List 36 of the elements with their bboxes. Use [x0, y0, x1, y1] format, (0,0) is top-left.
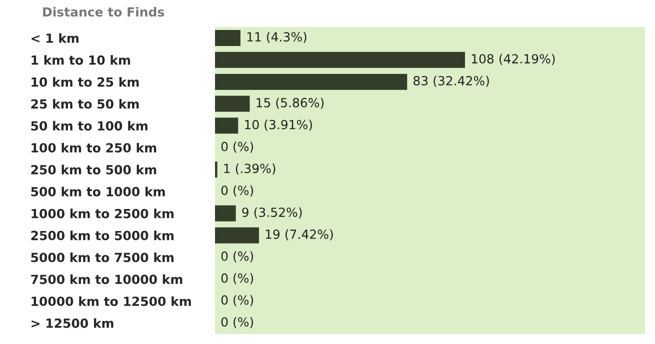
y-tick-label: 500 km to 1000 km [31, 186, 165, 196]
data-label: 0 (%) [221, 273, 254, 284]
data-label: 0 (%) [221, 251, 254, 262]
y-tick-label: < 1 km [32, 33, 79, 43]
data-label: 0 (%) [221, 295, 254, 306]
data-label: 10 (3.91%) [245, 120, 312, 131]
data-label: 83 (32.42%) [414, 76, 489, 87]
y-tick-label: 7500 km to 10000 km [31, 274, 182, 284]
bar [215, 118, 238, 134]
bar [215, 52, 465, 68]
data-label: 0 (%) [221, 185, 254, 197]
data-label: 0 (%) [221, 317, 254, 328]
data-label: 11 (4.3%) [247, 32, 306, 44]
data-label: 15 (5.86%) [256, 98, 324, 109]
data-label: 0 (%) [221, 142, 254, 153]
y-tick-label: 25 km to 50 km [31, 99, 139, 109]
y-tick-label: 1000 km to 2500 km [32, 208, 174, 218]
bar [215, 30, 240, 46]
y-tick-label: 10 km to 25 km [32, 77, 139, 87]
bar [215, 205, 236, 222]
y-tick-label: 50 km to 100 km [31, 120, 148, 131]
y-tick-label: 1 km to 10 km [32, 55, 130, 65]
bar [215, 96, 250, 112]
data-label: 19 (7.42%) [266, 229, 333, 240]
y-tick-label: 100 km to 250 km [32, 142, 156, 153]
y-tick-label: 5000 km to 7500 km [31, 252, 174, 262]
y-tick-label: > 12500 km [32, 318, 114, 328]
y-tick-label: 2500 km to 5000 km [31, 230, 174, 240]
data-label: 9 (3.52%) [242, 207, 302, 218]
bar [215, 74, 408, 90]
bar [215, 227, 259, 244]
y-tick-label: 250 km to 500 km [31, 164, 156, 174]
text: Distance to Finds [43, 6, 164, 17]
y-tick-label: 10000 km to 12500 km [32, 296, 191, 306]
data-label: 108 (42.19%) [472, 54, 555, 65]
data-label: 1 (.39%) [224, 164, 276, 175]
